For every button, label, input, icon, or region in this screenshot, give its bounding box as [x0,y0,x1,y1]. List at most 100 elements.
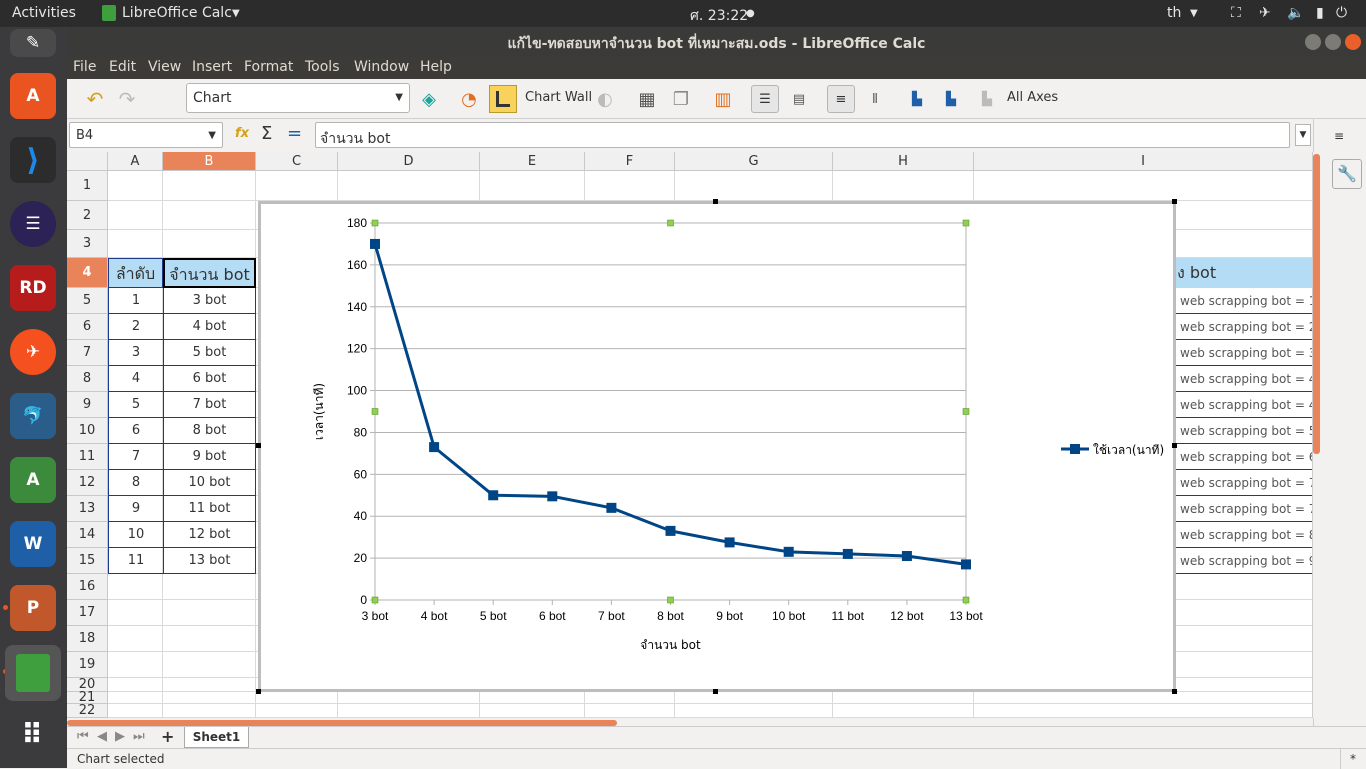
table-cell-description[interactable]: web scrapping bot = 6 [1175,444,1313,470]
menu-tools[interactable]: Tools [305,59,340,75]
all-axes-label[interactable]: All Axes [1007,90,1059,105]
table-cell-bot-count[interactable]: 7 bot [163,392,256,418]
table-cell-order[interactable]: 3 [108,340,163,366]
horizontal-scrollbar[interactable] [67,718,1313,728]
next-sheet-icon[interactable]: ▶ [115,729,125,744]
row-header-19[interactable]: 19 [67,652,108,678]
mysql-workbench-icon[interactable]: 🐬 [10,393,56,439]
vertical-scrollbar[interactable] [1313,152,1323,718]
chart-object[interactable]: 0 20 40 60 80 100 120 140 160 180 3 bot 4 bot 5 bot 6… [258,201,1176,692]
postman-icon[interactable]: ✈ [10,329,56,375]
rdp-icon[interactable]: RD [10,265,56,311]
table-cell-order[interactable]: 1 [108,288,163,314]
menu-edit[interactable]: Edit [109,59,137,75]
prev-sheet-icon[interactable]: ◀ [97,729,107,744]
network-icon[interactable]: ⛶ [1231,5,1241,21]
legend-on-off-icon[interactable]: ☰ [751,85,779,113]
chart-resize-handle[interactable] [1172,689,1177,694]
writer-icon[interactable]: W [10,521,56,567]
clock[interactable]: ศ. 23:22 [690,8,749,24]
chart-resize-handle[interactable] [713,199,718,204]
column-header-i[interactable]: I [974,152,1313,171]
menu-view[interactable]: View [148,59,182,75]
function-wizard-icon[interactable]: fx [235,126,250,141]
table-cell-order[interactable]: 8 [108,470,163,496]
menu-window[interactable]: Window [354,59,410,75]
menu-format[interactable]: Format [244,59,294,75]
format-selection-icon[interactable]: ◈ [422,88,436,110]
data-table-icon[interactable]: ▦ [638,88,656,110]
data-ranges-icon[interactable]: ❐ [672,88,690,110]
row-header-8[interactable]: 8 [67,366,108,392]
table-cell-order[interactable]: 7 [108,444,163,470]
row-header-12[interactable]: 12 [67,470,108,496]
expand-formula-icon[interactable]: ▼ [1295,124,1311,146]
column-header-e[interactable]: E [480,152,585,171]
row-header-13[interactable]: 13 [67,496,108,522]
last-sheet-icon[interactable]: ⏭ [133,729,145,744]
table-cell-bot-count[interactable]: 4 bot [163,314,256,340]
table-cell-bot-count[interactable]: 9 bot [163,444,256,470]
android-studio-icon[interactable]: A [10,457,56,503]
table-cell-description[interactable]: web scrapping bot = 8 [1175,522,1313,548]
x-axis-icon[interactable]: ▙ [912,91,922,107]
table-cell-description[interactable]: web scrapping bot = 4 [1175,392,1313,418]
language-indicator[interactable]: th [1167,5,1182,21]
table-cell-order[interactable]: 9 [108,496,163,522]
table-cell-order[interactable]: 5 [108,392,163,418]
vscode-icon[interactable]: ⟩ [10,137,56,183]
chart-wall-icon[interactable] [489,85,517,113]
menu-help[interactable]: Help [420,59,452,75]
3d-view-icon[interactable]: ◐ [597,88,613,110]
chart-title-icon[interactable]: ▥ [714,88,732,110]
column-header-h[interactable]: H [833,152,974,171]
column-header-g[interactable]: G [675,152,833,171]
column-header-a[interactable]: A [108,152,163,171]
vertical-grids-icon[interactable]: ⦀ [872,91,878,107]
table-cell-order[interactable]: 6 [108,418,163,444]
table-header-col-i[interactable]: ง bot [1175,258,1313,288]
eclipse-icon[interactable]: ☰ [10,201,56,247]
chart-resize-handle[interactable] [1172,199,1177,204]
table-cell-bot-count[interactable]: 6 bot [163,366,256,392]
table-cell-bot-count[interactable]: 5 bot [163,340,256,366]
sidebar-menu-icon[interactable]: ≡ [1334,129,1345,143]
name-box[interactable]: B4 ▼ [69,122,223,148]
calc-dock-icon[interactable] [5,645,61,701]
chart-resize-handle[interactable] [713,689,718,694]
row-header-4[interactable]: 4 [67,258,108,288]
properties-wrench-icon[interactable]: 🔧 [1332,159,1362,189]
row-header-21[interactable]: 21 [67,691,108,704]
row-header-22[interactable]: 22 [67,704,108,718]
power-icon[interactable]: ⏻ [1336,5,1348,21]
table-cell-bot-count[interactable]: 3 bot [163,288,256,314]
table-cell-bot-count[interactable]: 12 bot [163,522,256,548]
vertical-scrollbar-thumb[interactable] [1313,154,1320,454]
add-sheet-icon[interactable]: + [161,727,175,746]
horizontal-scrollbar-thumb[interactable] [67,720,617,726]
row-header-9[interactable]: 9 [67,392,108,418]
menu-insert[interactable]: Insert [192,59,233,75]
table-cell-description[interactable]: web scrapping bot = 9 [1175,548,1313,574]
column-header-c[interactable]: C [256,152,338,171]
column-header-d[interactable]: D [338,152,480,171]
column-header-b[interactable]: B [163,152,256,171]
table-cell-order[interactable]: 4 [108,366,163,392]
table-cell-order[interactable]: 11 [108,548,163,574]
table-cell-bot-count[interactable]: 8 bot [163,418,256,444]
row-header-5[interactable]: 5 [67,288,108,314]
table-cell-bot-count[interactable]: 11 bot [163,496,256,522]
table-cell-bot-count[interactable]: 13 bot [163,548,256,574]
screenshot-tool-icon[interactable]: ✎ [10,29,56,57]
table-cell-description[interactable]: web scrapping bot = 7 [1175,470,1313,496]
show-apps-icon[interactable]: ⠿ [21,717,45,751]
row-header-18[interactable]: 18 [67,626,108,652]
sheet-tab[interactable]: Sheet1 [184,727,249,748]
activities-button[interactable]: Activities [12,5,76,21]
minimize-icon[interactable] [1305,34,1321,50]
formula-input[interactable]: จำนวน bot [315,122,1290,148]
row-header-17[interactable]: 17 [67,600,108,626]
chart-wall-label[interactable]: Chart Wall [525,90,593,105]
row-header-11[interactable]: 11 [67,444,108,470]
column-header-f[interactable]: F [585,152,675,171]
